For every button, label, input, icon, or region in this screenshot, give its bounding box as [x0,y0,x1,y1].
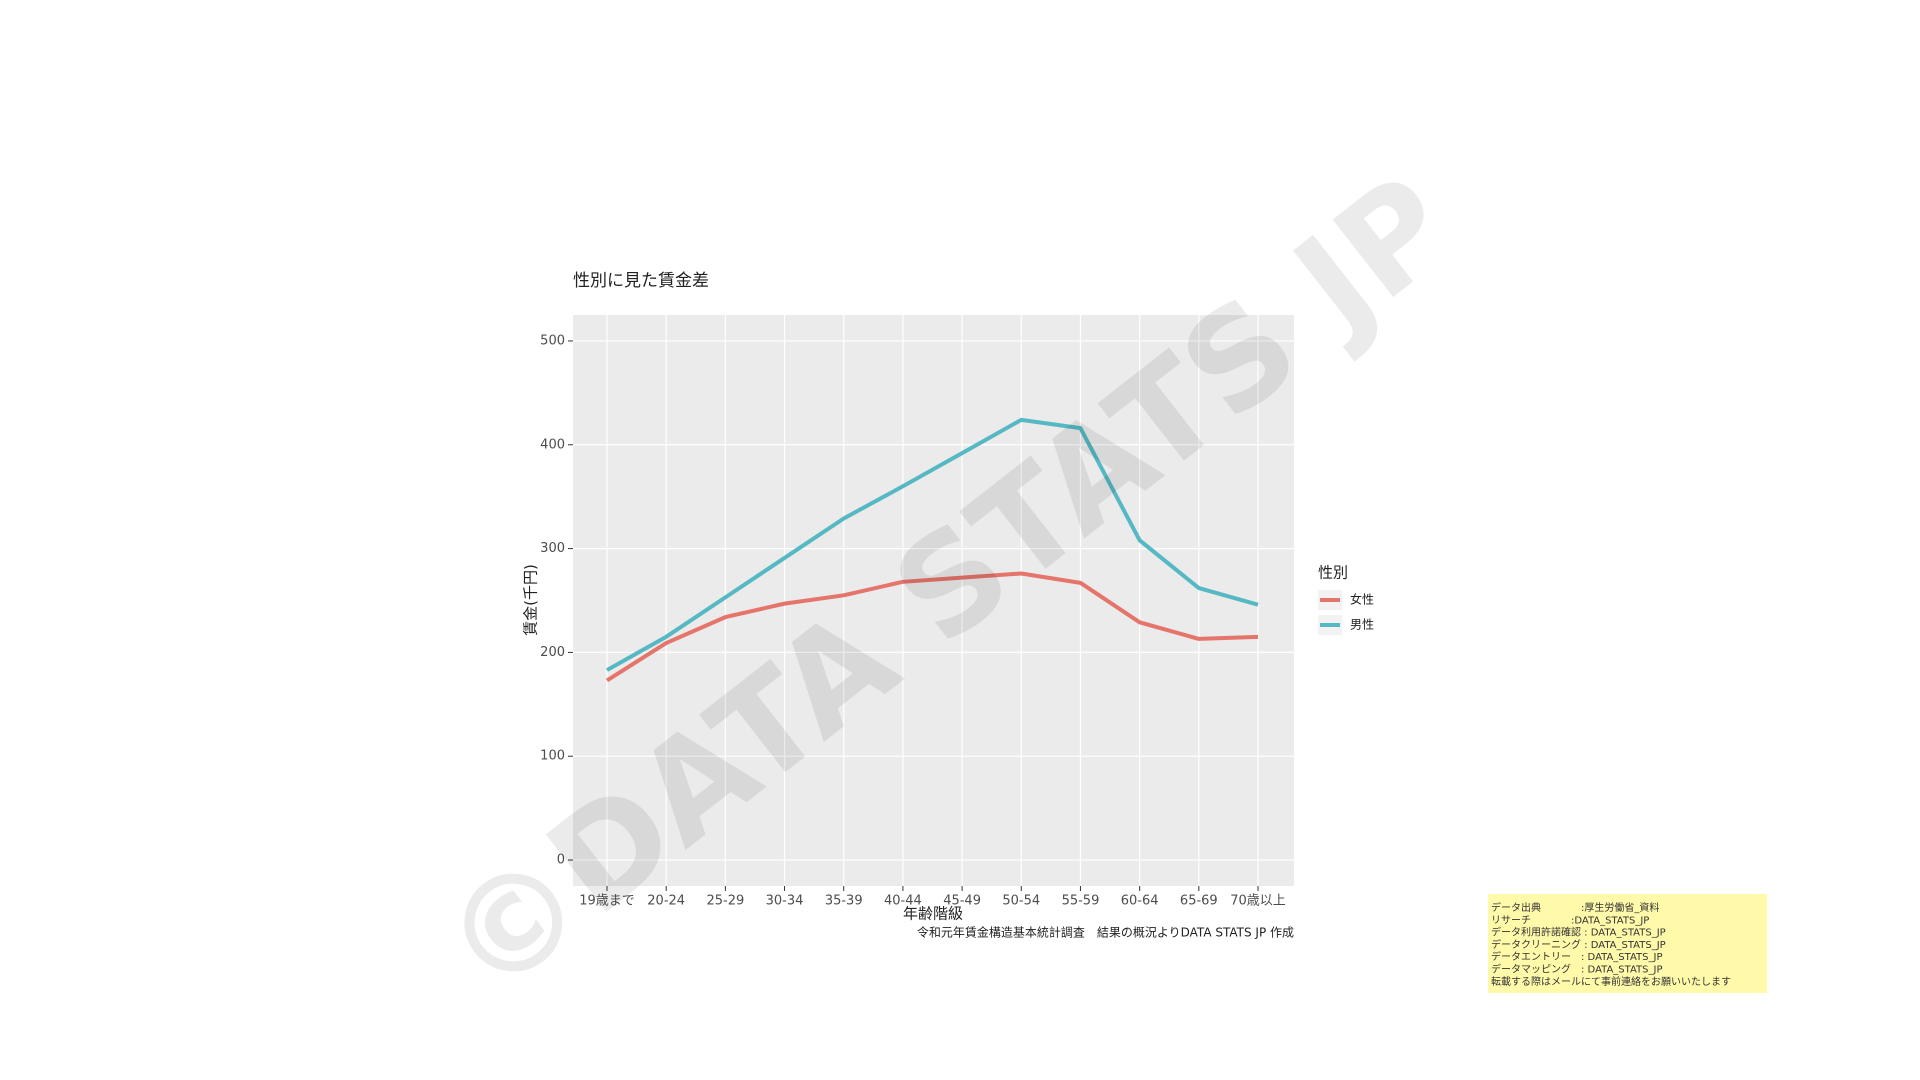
y-axis-label: 賃金(千円) [522,564,540,636]
x-tick-label: 20-24 [647,894,685,909]
note-line: リサーチ :DATA_STATS_JP [1491,914,1649,926]
legend-label: 女性 [1350,592,1374,607]
note-line: データマッピング : DATA_STATS_JP [1491,963,1663,976]
note-line: 転載する際はメールにて事前連絡をお願いいたします [1491,975,1731,988]
y-tick-label: 400 [540,437,565,452]
note-box [1488,894,1767,993]
legend-label: 男性 [1350,618,1374,632]
x-tick-label: 50-54 [1002,894,1040,909]
note-line: データ利用許諾確認 : DATA_STATS_JP [1491,926,1666,939]
x-tick-label: 19歳まで [579,894,635,909]
y-tick-label: 200 [540,645,565,660]
note-line: データエントリー : DATA_STATS_JP [1491,950,1663,963]
x-tick-label: 65-69 [1180,894,1218,909]
grid: 0 100 200 300 400 500 19歳まで 20-24 25-29 30-34 35-3… [540,315,1294,909]
chart-title: 性別に見た賃金差 [573,271,709,291]
y-tick-label: 300 [540,541,565,556]
legend-title: 性別 [1318,564,1348,582]
x-tick-label: 30-34 [766,894,804,909]
x-tick-label: 45-49 [943,894,981,909]
caption: 令和元年賃金構造基本統計調査 結果の概況よりDATA STATS JP 作成 [917,925,1294,940]
note-line: データクリーニング : DATA_STATS_JP [1491,938,1666,951]
x-tick-label: 55-59 [1062,894,1100,909]
x-tick-label: 40-44 [884,894,922,909]
x-tick-label: 60-64 [1121,894,1159,909]
x-tick-label: 70歳以上 [1230,894,1286,909]
y-tick-label: 0 [557,853,565,868]
y-tick-label: 100 [540,749,565,764]
series-line [605,571,1259,683]
note-line: データ出典 :厚生労働省_資料 [1491,901,1659,914]
y-tick-label: 500 [540,333,565,348]
lines [605,417,1259,683]
x-tick-label: 35-39 [825,894,863,909]
series-line [606,417,1259,672]
x-tick-label: 25-29 [706,894,744,909]
panel [573,315,1294,886]
x-axis-label: 年齢階級 [903,905,963,923]
